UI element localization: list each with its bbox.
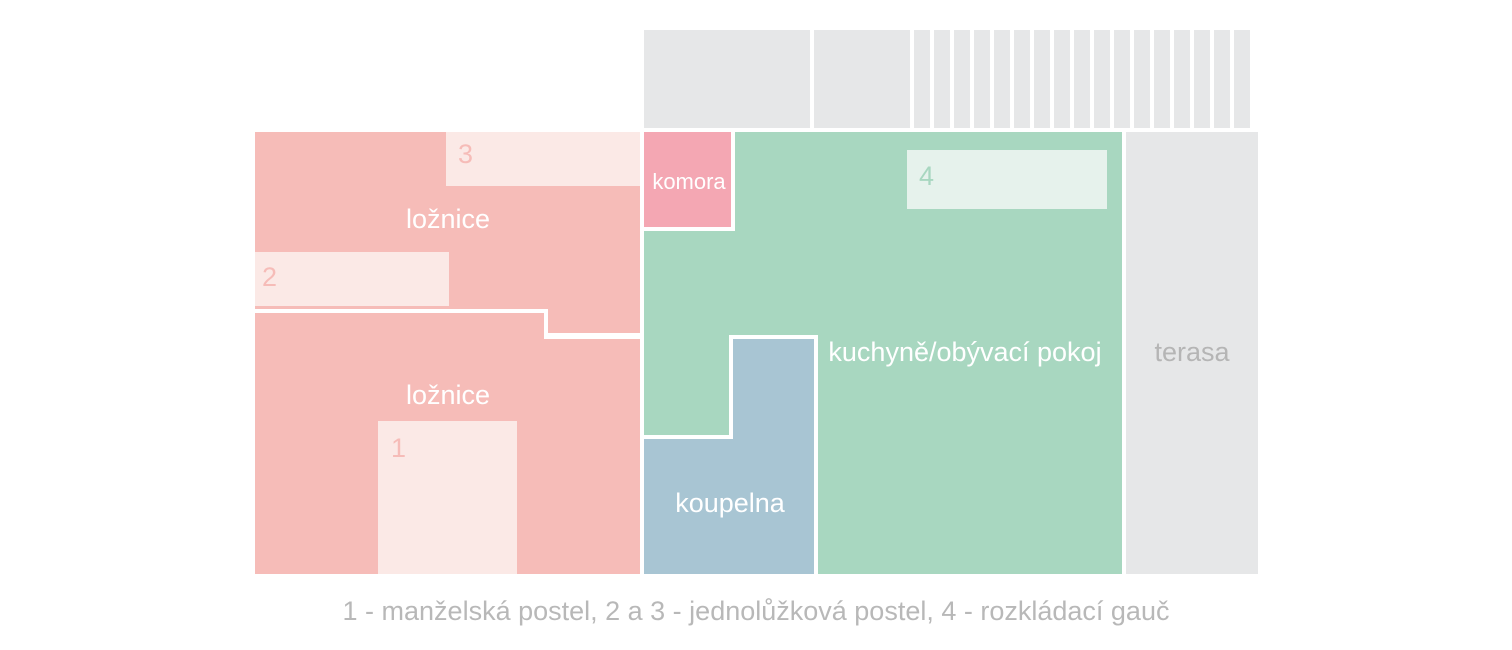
pergola-slat xyxy=(1114,30,1130,128)
pergola-slat xyxy=(934,30,950,128)
pergola-slat xyxy=(974,30,990,128)
terrace-pergola xyxy=(644,30,1250,128)
bathroom-room xyxy=(644,339,814,574)
pergola-slat xyxy=(1074,30,1090,128)
pergola-slat xyxy=(1214,30,1230,128)
bed-1-shape xyxy=(378,421,517,574)
room-label-bathroom: koupelna xyxy=(675,488,786,518)
legend-text: 1 - manželská postel, 2 a 3 - jednolůžko… xyxy=(343,596,1170,626)
bed-number-2: 2 xyxy=(262,262,277,292)
terrace-area xyxy=(1126,132,1258,574)
room-label-living: kuchyně/obývací pokoj xyxy=(828,337,1101,367)
bed-2-shape xyxy=(255,252,449,306)
room-label-terrace: terasa xyxy=(1154,337,1230,367)
pergola-slat xyxy=(1174,30,1190,128)
bed-3-shape xyxy=(446,132,640,186)
pergola-slat xyxy=(954,30,970,128)
bed-number-1: 1 xyxy=(391,433,406,463)
room-label-bedroom-bottom: ložnice xyxy=(406,380,490,410)
pergola-panel xyxy=(644,30,810,128)
pergola-slat xyxy=(1014,30,1030,128)
bed-number-3: 3 xyxy=(458,139,473,169)
pergola-panel xyxy=(814,30,910,128)
pergola-slat xyxy=(1054,30,1070,128)
pergola-slat xyxy=(1194,30,1210,128)
room-label-pantry: komora xyxy=(652,169,726,194)
pergola-slat xyxy=(1154,30,1170,128)
pantry-room xyxy=(644,132,731,227)
sofa-4-shape xyxy=(907,150,1107,209)
pergola-slat xyxy=(994,30,1010,128)
pergola-slat xyxy=(914,30,930,128)
room-label-bedroom-top: ložnice xyxy=(406,204,490,234)
pergola-slats xyxy=(914,30,1250,128)
pergola-slat xyxy=(1094,30,1110,128)
living-room xyxy=(644,132,1122,574)
pergola-slat xyxy=(1234,30,1250,128)
bed-number-4: 4 xyxy=(919,161,934,191)
pergola-slat xyxy=(1034,30,1050,128)
pergola-slat xyxy=(1134,30,1150,128)
